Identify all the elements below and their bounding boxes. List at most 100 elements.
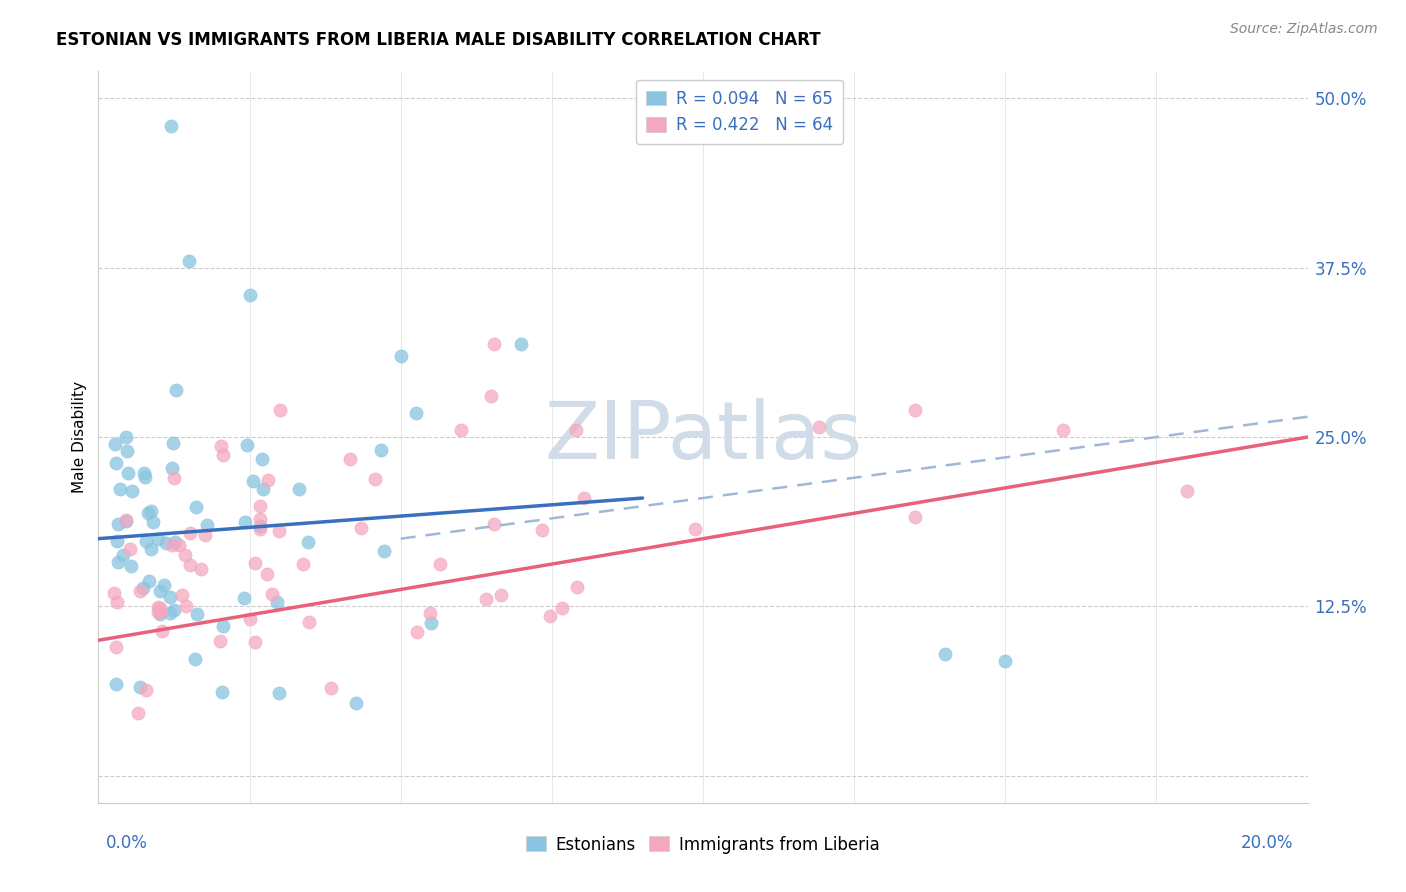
Point <box>808 419 831 434</box>
Point <box>250 451 273 466</box>
Point <box>149 600 172 615</box>
Point <box>139 541 162 556</box>
Point <box>1175 483 1198 498</box>
Point <box>934 647 956 661</box>
Point <box>319 681 342 696</box>
Point <box>105 640 128 655</box>
Point <box>419 606 441 620</box>
Point <box>551 600 574 615</box>
Point <box>209 634 232 648</box>
Point <box>481 389 503 403</box>
Point <box>405 406 427 420</box>
Point <box>111 548 134 562</box>
Point <box>141 504 163 518</box>
Point <box>482 337 505 351</box>
Point <box>152 577 174 591</box>
Point <box>236 438 259 452</box>
Point <box>565 424 588 438</box>
Point <box>266 595 288 609</box>
Point <box>429 558 451 572</box>
Point <box>135 534 157 549</box>
Point <box>405 625 427 640</box>
Point <box>118 541 141 556</box>
Point <box>994 654 1017 668</box>
Point <box>419 616 441 631</box>
Legend: Estonians, Immigrants from Liberia: Estonians, Immigrants from Liberia <box>519 829 887 860</box>
Point <box>195 518 218 533</box>
Point <box>209 440 232 454</box>
Point <box>269 686 291 700</box>
Text: 0.0%: 0.0% <box>105 834 148 852</box>
Point <box>115 444 138 458</box>
Point <box>298 615 321 629</box>
Point <box>149 605 172 619</box>
Point <box>510 337 533 351</box>
Point <box>242 475 264 489</box>
Point <box>162 436 184 450</box>
Point <box>146 532 169 546</box>
Point <box>364 472 387 486</box>
Text: ESTONIAN VS IMMIGRANTS FROM LIBERIA MALE DISABILITY CORRELATION CHART: ESTONIAN VS IMMIGRANTS FROM LIBERIA MALE… <box>56 31 821 49</box>
Point <box>267 524 290 538</box>
Point <box>530 523 553 537</box>
Point <box>574 491 596 505</box>
Point <box>121 483 143 498</box>
Point <box>450 423 472 437</box>
Point <box>160 461 183 475</box>
Point <box>186 500 208 515</box>
Point <box>211 684 233 698</box>
Point <box>904 403 927 417</box>
Point <box>155 536 177 550</box>
Point <box>149 584 172 599</box>
Point <box>138 574 160 589</box>
Point <box>129 680 152 694</box>
Point <box>1052 423 1074 437</box>
Point <box>252 482 274 496</box>
Point <box>297 534 319 549</box>
Point <box>233 515 256 529</box>
Point <box>114 513 136 527</box>
Point <box>136 506 159 520</box>
Point <box>482 516 505 531</box>
Point <box>245 635 267 649</box>
Point <box>120 559 142 574</box>
Point <box>565 580 588 594</box>
Point <box>170 589 193 603</box>
Point <box>129 584 152 599</box>
Point <box>339 451 361 466</box>
Point <box>165 383 187 397</box>
Point <box>232 591 254 606</box>
Point <box>146 605 169 619</box>
Point <box>149 607 172 622</box>
Point <box>107 555 129 569</box>
Point <box>186 607 208 621</box>
Point <box>184 652 207 666</box>
Point <box>167 538 190 552</box>
Point <box>212 619 235 633</box>
Point <box>249 518 271 533</box>
Point <box>243 556 266 570</box>
Point <box>105 534 128 549</box>
Point <box>474 591 496 606</box>
Point <box>288 482 311 496</box>
Point <box>239 288 262 302</box>
Point <box>269 403 291 417</box>
Point <box>540 609 562 624</box>
Point <box>163 535 186 549</box>
Point <box>344 697 367 711</box>
Point <box>163 471 186 485</box>
Point <box>179 525 201 540</box>
Point <box>350 521 373 535</box>
Text: ZIPatlas: ZIPatlas <box>544 398 862 476</box>
Point <box>146 599 169 614</box>
Point <box>176 599 198 614</box>
Point <box>211 448 233 462</box>
Point <box>107 517 129 532</box>
Point <box>370 442 392 457</box>
Point <box>160 119 183 133</box>
Point <box>103 586 125 600</box>
Point <box>190 562 212 576</box>
Point <box>105 456 128 470</box>
Point <box>249 512 271 526</box>
Point <box>239 612 262 626</box>
